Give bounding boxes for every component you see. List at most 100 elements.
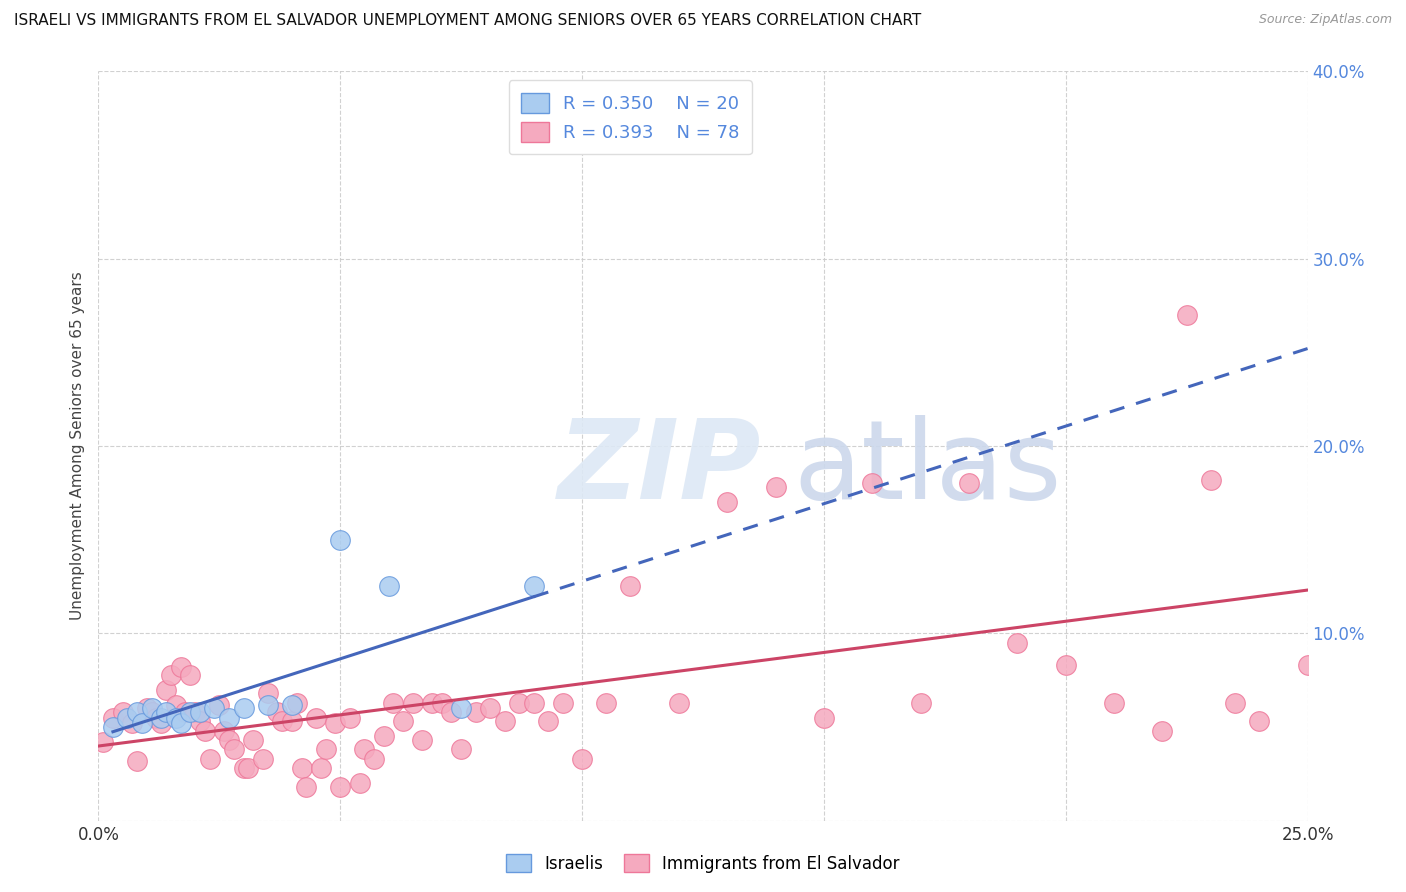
Point bbox=[165, 698, 187, 712]
Point bbox=[309, 761, 332, 775]
Point bbox=[1152, 723, 1174, 738]
Point bbox=[392, 714, 415, 729]
Point bbox=[101, 710, 124, 724]
Point bbox=[174, 705, 197, 719]
Point bbox=[1223, 696, 1246, 710]
Point bbox=[208, 698, 231, 712]
Point bbox=[194, 723, 217, 738]
Point bbox=[141, 705, 163, 719]
Point bbox=[430, 696, 453, 710]
Point bbox=[619, 580, 641, 594]
Text: atlas: atlas bbox=[793, 415, 1062, 522]
Point bbox=[285, 696, 308, 710]
Y-axis label: Unemployment Among Seniors over 65 years: Unemployment Among Seniors over 65 years bbox=[70, 272, 86, 620]
Point bbox=[716, 495, 738, 509]
Point bbox=[339, 710, 361, 724]
Point bbox=[290, 761, 312, 775]
Point bbox=[382, 696, 405, 710]
Point bbox=[179, 705, 201, 719]
Point bbox=[1102, 696, 1125, 710]
Point bbox=[111, 705, 134, 719]
Point bbox=[169, 716, 191, 731]
Point bbox=[198, 752, 221, 766]
Point bbox=[450, 742, 472, 756]
Point bbox=[349, 776, 371, 790]
Point bbox=[238, 761, 260, 775]
Point bbox=[1175, 308, 1198, 322]
Point bbox=[135, 701, 157, 715]
Point bbox=[179, 667, 201, 681]
Point bbox=[232, 761, 254, 775]
Point bbox=[402, 696, 425, 710]
Point bbox=[595, 696, 617, 710]
Point bbox=[523, 696, 546, 710]
Point bbox=[479, 701, 502, 715]
Point bbox=[957, 476, 980, 491]
Point bbox=[165, 710, 187, 724]
Point bbox=[1007, 635, 1029, 649]
Point bbox=[464, 705, 486, 719]
Point bbox=[271, 714, 294, 729]
Point bbox=[212, 723, 235, 738]
Point bbox=[353, 742, 375, 756]
Point bbox=[440, 705, 463, 719]
Point bbox=[305, 710, 328, 724]
Point bbox=[494, 714, 516, 729]
Point bbox=[571, 752, 593, 766]
Point bbox=[117, 710, 139, 724]
Point bbox=[315, 742, 337, 756]
Point bbox=[155, 705, 177, 719]
Point bbox=[204, 701, 226, 715]
Point bbox=[218, 710, 240, 724]
Point bbox=[1054, 658, 1077, 673]
Point bbox=[127, 705, 149, 719]
Legend: Israelis, Immigrants from El Salvador: Israelis, Immigrants from El Salvador bbox=[499, 847, 907, 880]
Point bbox=[121, 716, 143, 731]
Text: ISRAELI VS IMMIGRANTS FROM EL SALVADOR UNEMPLOYMENT AMONG SENIORS OVER 65 YEARS : ISRAELI VS IMMIGRANTS FROM EL SALVADOR U… bbox=[14, 13, 921, 29]
Point bbox=[256, 686, 278, 700]
Point bbox=[1249, 714, 1271, 729]
Point bbox=[668, 696, 690, 710]
Point bbox=[1296, 658, 1319, 673]
Point bbox=[266, 705, 288, 719]
Point bbox=[363, 752, 385, 766]
Point bbox=[127, 754, 149, 768]
Point bbox=[256, 698, 278, 712]
Point bbox=[537, 714, 560, 729]
Point bbox=[188, 714, 211, 729]
Point bbox=[411, 733, 433, 747]
Legend: R = 0.350    N = 20, R = 0.393    N = 78: R = 0.350 N = 20, R = 0.393 N = 78 bbox=[509, 80, 752, 154]
Point bbox=[325, 716, 347, 731]
Point bbox=[281, 714, 304, 729]
Point bbox=[508, 696, 530, 710]
Point bbox=[91, 735, 114, 749]
Point bbox=[242, 733, 264, 747]
Point bbox=[218, 733, 240, 747]
Point bbox=[222, 742, 245, 756]
Point bbox=[101, 720, 124, 734]
Point bbox=[150, 716, 173, 731]
Point bbox=[329, 533, 352, 547]
Point bbox=[281, 698, 304, 712]
Text: Source: ZipAtlas.com: Source: ZipAtlas.com bbox=[1258, 13, 1392, 27]
Point bbox=[551, 696, 574, 710]
Point bbox=[329, 780, 352, 794]
Point bbox=[450, 701, 472, 715]
Point bbox=[1199, 473, 1222, 487]
Point bbox=[910, 696, 932, 710]
Point bbox=[160, 667, 183, 681]
Point bbox=[523, 580, 546, 594]
Point bbox=[145, 710, 167, 724]
Point bbox=[252, 752, 274, 766]
Point bbox=[373, 730, 395, 744]
Point bbox=[232, 701, 254, 715]
Point bbox=[131, 716, 153, 731]
Point bbox=[765, 480, 787, 494]
Point bbox=[169, 660, 191, 674]
Point bbox=[141, 701, 163, 715]
Point bbox=[155, 682, 177, 697]
Point bbox=[813, 710, 835, 724]
Point bbox=[377, 580, 399, 594]
Text: ZIP: ZIP bbox=[558, 415, 762, 522]
Point bbox=[188, 705, 211, 719]
